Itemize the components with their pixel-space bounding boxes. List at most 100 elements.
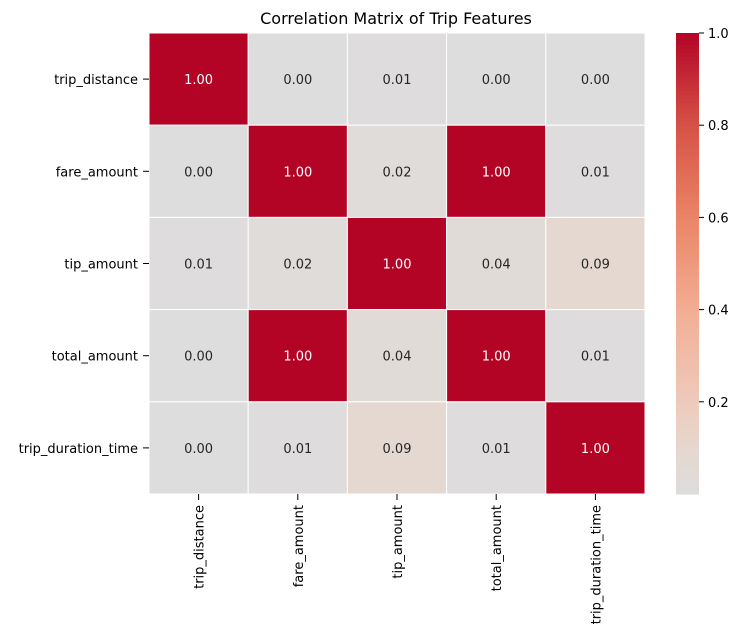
colorbar-segment bbox=[676, 232, 699, 238]
colorbar-segment bbox=[676, 75, 699, 80]
colorbar-segment bbox=[676, 436, 699, 441]
colorbar-segment bbox=[676, 94, 699, 99]
row-labels: trip_distance fare_amount tip_amount total_… bbox=[19, 73, 149, 457]
heatmap-cell bbox=[346, 216, 448, 311]
colorbar-segment bbox=[676, 298, 699, 303]
heatmap-cell bbox=[346, 401, 448, 495]
colorbar-segment bbox=[676, 155, 699, 161]
colorbar-segment bbox=[676, 48, 699, 53]
colorbar-segment bbox=[676, 213, 699, 218]
row-label: trip_duration_time bbox=[19, 442, 138, 457]
colorbar-segment bbox=[676, 152, 699, 157]
row-label: total_amount bbox=[52, 350, 138, 365]
cell-value-label: 0.09 bbox=[383, 442, 412, 457]
colorbar-segment bbox=[676, 221, 699, 226]
heatmap-cell bbox=[247, 216, 348, 311]
colorbar-segment bbox=[676, 228, 699, 234]
colorbar-segment bbox=[676, 263, 699, 268]
colorbar-segment bbox=[676, 36, 699, 42]
colorbar-segment bbox=[676, 286, 699, 291]
cell-value-label: 0.02 bbox=[283, 258, 312, 273]
colorbar-segment bbox=[676, 198, 699, 203]
cell-value-label: 0.00 bbox=[184, 165, 213, 180]
colorbar-segment bbox=[676, 467, 699, 472]
colorbar-segment bbox=[676, 56, 699, 61]
colorbar-segment bbox=[676, 421, 699, 426]
cell-value-label: 1.00 bbox=[482, 165, 511, 180]
colorbar-segment bbox=[676, 105, 699, 111]
cell-value-label: 0.00 bbox=[184, 350, 213, 365]
heatmap-cell bbox=[346, 32, 448, 126]
colorbar-tick-label: 0.6 bbox=[708, 211, 729, 226]
colorbar-segment bbox=[676, 328, 699, 334]
colorbar-segment bbox=[676, 344, 699, 349]
colorbar-segment bbox=[676, 424, 699, 430]
colorbar-segment bbox=[676, 351, 699, 357]
column-labels: trip_distance fare_amount tip_amount total_… bbox=[193, 494, 604, 624]
colorbar-segment bbox=[676, 255, 699, 261]
colorbar-segment bbox=[676, 125, 699, 130]
colorbar-segment bbox=[676, 121, 699, 126]
colorbar-segment bbox=[676, 432, 699, 437]
colorbar-segment bbox=[676, 163, 699, 169]
colorbar-segment bbox=[676, 382, 699, 388]
colorbar-segment bbox=[676, 132, 699, 138]
colorbar-segment bbox=[676, 405, 699, 411]
colorbar-segment bbox=[676, 271, 699, 276]
colorbar-segment bbox=[676, 386, 699, 391]
colorbar-segment bbox=[676, 71, 699, 76]
column-label: fare_amount bbox=[292, 505, 307, 587]
colorbar-segment bbox=[676, 447, 699, 453]
colorbar-segment bbox=[676, 397, 699, 403]
colorbar-segment bbox=[676, 102, 699, 107]
colorbar-tick-label: 0.4 bbox=[708, 304, 729, 319]
colorbar-segment bbox=[676, 186, 699, 192]
cell-value-label: 1.00 bbox=[283, 350, 312, 365]
colorbar-segment bbox=[676, 317, 699, 322]
row-label: tip_amount bbox=[64, 258, 138, 273]
colorbar-segment bbox=[676, 98, 699, 103]
heatmap-cell bbox=[148, 32, 249, 126]
cell-value-label: 1.00 bbox=[581, 442, 610, 457]
heatmap-cell bbox=[148, 124, 249, 218]
colorbar-segment bbox=[676, 305, 699, 311]
colorbar-segment bbox=[676, 482, 699, 487]
colorbar-segment bbox=[676, 459, 699, 464]
colorbar-segment bbox=[676, 244, 699, 249]
colorbar-segment bbox=[676, 267, 699, 272]
colorbar-segment bbox=[676, 225, 699, 230]
heatmap-cell bbox=[247, 309, 348, 403]
heatmap-cell bbox=[446, 216, 547, 311]
colorbar-segment bbox=[676, 359, 699, 364]
column-label: total_amount bbox=[490, 505, 505, 591]
colorbar-segment bbox=[676, 194, 699, 199]
chart-title: Correlation Matrix of Trip Features bbox=[260, 9, 532, 28]
colorbar-segment bbox=[676, 82, 699, 88]
colorbar-segment bbox=[676, 413, 699, 418]
cell-value-label: 0.00 bbox=[184, 442, 213, 457]
colorbar-tick-label: 0.8 bbox=[708, 119, 729, 134]
colorbar-segment bbox=[676, 63, 699, 69]
colorbar-segment bbox=[676, 428, 699, 434]
colorbar-segment bbox=[676, 86, 699, 92]
colorbar-segment bbox=[676, 486, 699, 491]
heatmap-cell bbox=[545, 124, 646, 218]
colorbar-segment bbox=[676, 251, 699, 257]
colorbar-segment bbox=[676, 367, 699, 372]
colorbar-segment bbox=[676, 129, 699, 134]
colorbar-segment bbox=[676, 79, 699, 84]
colorbar-segment bbox=[676, 167, 699, 172]
colorbar-segment bbox=[676, 355, 699, 361]
cell-value-label: 0.09 bbox=[581, 258, 610, 273]
colorbar-segment bbox=[676, 205, 699, 211]
heatmap-cell bbox=[545, 401, 646, 495]
colorbar-segment bbox=[676, 144, 699, 149]
colorbar-segment bbox=[676, 478, 699, 484]
heatmap-cell bbox=[247, 401, 348, 495]
colorbar-segment bbox=[676, 340, 699, 345]
colorbar-segment bbox=[676, 33, 699, 38]
colorbar-segment bbox=[676, 463, 699, 468]
row-label: trip_distance bbox=[54, 73, 138, 88]
colorbar-segment bbox=[676, 301, 699, 307]
colorbar-segment bbox=[676, 275, 699, 280]
